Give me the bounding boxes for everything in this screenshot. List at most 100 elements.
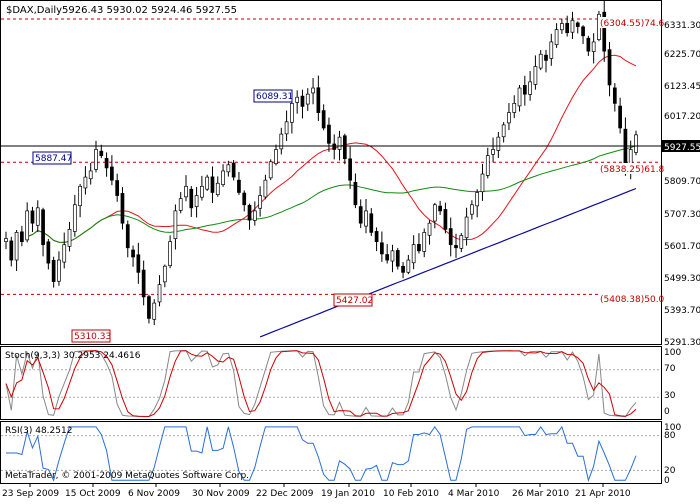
- candle-body-91: [485, 155, 490, 176]
- candle-body-69: [369, 213, 374, 233]
- candle-body-8: [46, 241, 51, 264]
- candle-body-80: [427, 222, 432, 236]
- price-tick-6225: 6225.70: [664, 50, 700, 60]
- candle-body-85: [454, 245, 458, 249]
- candle-body-71: [380, 242, 384, 255]
- candle-body-97: [517, 87, 522, 107]
- candle-body-14: [78, 185, 82, 207]
- candle-body-62: [332, 143, 337, 150]
- ma-red-line: [27, 54, 637, 243]
- label-box-5427: [333, 293, 373, 307]
- candle-body-105: [560, 23, 564, 31]
- fib-label-50-0: (5408.38)50.0: [600, 295, 665, 305]
- price-tick-6017: 6017.20: [664, 112, 700, 122]
- price-tick-5809: 5809.70: [664, 177, 700, 187]
- candle-body-39: [210, 176, 215, 193]
- candle-body-12: [67, 228, 72, 247]
- candle-body-3: [20, 231, 24, 242]
- current-price-box: [662, 140, 700, 152]
- candle-body-65: [348, 158, 352, 181]
- candle-body-41: [221, 170, 225, 185]
- candle-body-50: [268, 161, 273, 179]
- candle-body-19: [104, 158, 109, 169]
- date-label-3: 30 Nov 2009: [192, 489, 250, 499]
- price-tick-5291: 5291.30: [664, 338, 700, 348]
- candle-body-102: [544, 54, 548, 61]
- candle-body-84: [448, 228, 453, 246]
- candle-body-56: [300, 95, 305, 107]
- candle-body-52: [279, 133, 284, 150]
- candle-body-66: [353, 181, 358, 206]
- candle-body-119: [634, 134, 638, 153]
- candle-body-90: [480, 173, 485, 193]
- date-label-8: 26 Mar 2010: [512, 489, 569, 499]
- candle-body-48: [258, 195, 262, 209]
- candle-body-104: [554, 29, 559, 46]
- stoch-signal-line: [5, 350, 637, 418]
- date-label-1: 15 Oct 2009: [65, 489, 121, 499]
- candle-body-94: [501, 124, 506, 138]
- candle-body-82: [438, 205, 442, 212]
- rsi-tick-100: 100: [664, 423, 681, 433]
- fibonacci-levels: [1, 18, 661, 295]
- candle-body-61: [327, 124, 331, 144]
- candle-body-46: [247, 204, 252, 221]
- candle-body-18: [99, 150, 104, 156]
- date-label-4: 22 Dec 2009: [256, 489, 314, 499]
- candle-body-106: [565, 23, 570, 34]
- stoch-tick-0: 0: [664, 407, 670, 417]
- stoch-title: Stoch(9,3,3) 30.2953 24.4616: [5, 351, 141, 361]
- main-chart-frame[interactable]: [0, 0, 662, 345]
- candle-body-38: [205, 176, 210, 190]
- fib-label-61-8: (5838.25)61.8: [600, 165, 665, 175]
- date-label-9: 21 Apr 2010: [575, 489, 631, 499]
- rsi-title: RSI(3) 48.2512: [5, 426, 72, 436]
- candle-body-37: [200, 185, 204, 198]
- rsi-tick-20: 20: [664, 466, 676, 476]
- candle-body-86: [459, 235, 464, 249]
- stoch-panel-frame[interactable]: [0, 346, 662, 420]
- candle-body-70: [374, 231, 379, 242]
- candle-body-44: [237, 179, 241, 193]
- candle-body-26: [141, 269, 146, 298]
- candle-body-35: [189, 188, 194, 209]
- candle-body-88: [470, 204, 474, 215]
- rsi-line: [6, 425, 637, 483]
- candle-body-83: [443, 209, 448, 230]
- candle-body-5: [30, 210, 35, 224]
- candle-body-34: [184, 185, 188, 198]
- candle-body-32: [173, 210, 178, 239]
- candle-body-0: [4, 238, 8, 242]
- fib-label-74-6: (6304.55)74.6: [600, 19, 665, 29]
- moving-averages: [27, 54, 637, 338]
- candle-body-51: [274, 149, 278, 165]
- candle-body-68: [364, 210, 368, 227]
- stoch-main-line: [5, 349, 637, 418]
- candle-body-78: [417, 244, 421, 252]
- candle-body-47: [252, 210, 257, 221]
- candle-body-17: [94, 149, 98, 170]
- copyright-notice: MetaTrader, © 2001-2009 MetaQuotes Softw…: [5, 471, 249, 481]
- candle-body-36: [194, 195, 199, 207]
- candle-body-87: [464, 216, 469, 239]
- candle-body-100: [533, 66, 538, 85]
- candle-body-6: [35, 207, 40, 226]
- candle-body-63: [337, 136, 342, 150]
- candle-body-77: [411, 244, 416, 264]
- candle-body-108: [575, 22, 580, 27]
- price-tick-5499: 5499.30: [664, 274, 700, 284]
- candle-body-25: [136, 254, 141, 273]
- candle-body-81: [432, 204, 437, 222]
- candle-body-4: [25, 210, 30, 241]
- candle-body-42: [226, 164, 231, 173]
- candle-body-113: [602, 11, 607, 52]
- candle-body-27: [147, 296, 151, 319]
- candle-body-116: [618, 105, 622, 129]
- label-box-6089: [253, 89, 293, 103]
- price-tick-5707: 5707.30: [664, 210, 700, 220]
- candle-body-92: [491, 149, 495, 155]
- candle-body-21: [115, 180, 120, 196]
- rsi-tick-80: 80: [664, 431, 676, 441]
- candle-body-74: [395, 250, 400, 267]
